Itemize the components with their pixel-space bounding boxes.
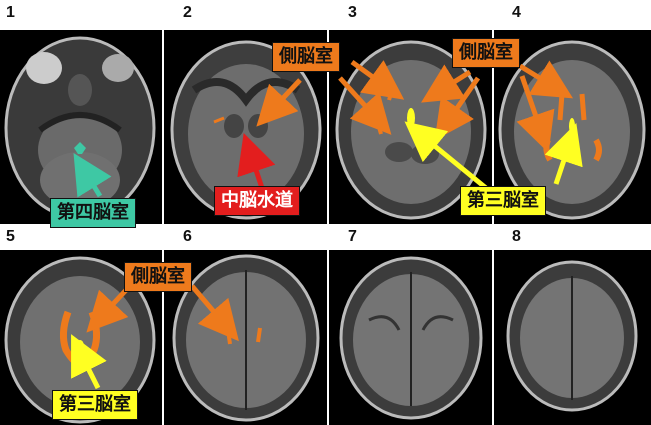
mri-slice-1 bbox=[0, 30, 162, 224]
panel-number-2: 2 bbox=[183, 4, 192, 21]
panel-number-1: 1 bbox=[6, 4, 15, 21]
fourth-ventricle-label: 第四脳室 bbox=[50, 198, 136, 228]
panel-number-5: 5 bbox=[6, 228, 15, 245]
cerebral-aqueduct-region bbox=[243, 139, 249, 145]
panel-number-3: 3 bbox=[348, 4, 357, 21]
panel-number-4: 4 bbox=[512, 4, 521, 21]
third-ventricle-label-a: 第三脳室 bbox=[460, 186, 546, 216]
mri-slice-8 bbox=[494, 250, 651, 425]
lateral-ventricle-label-b: 側脳室 bbox=[452, 38, 520, 68]
panel-number-6: 6 bbox=[183, 228, 192, 245]
lateral-ventricle-label-c: 側脳室 bbox=[124, 262, 192, 292]
cerebral-aqueduct-label: 中脳水道 bbox=[214, 186, 300, 216]
fourth-ventricle-region bbox=[74, 142, 86, 154]
panel-number-7: 7 bbox=[348, 228, 357, 245]
third-ventricle-label-b: 第三脳室 bbox=[52, 390, 138, 420]
lateral-ventricle-label-a: 側脳室 bbox=[272, 42, 340, 72]
mri-slice-7 bbox=[329, 250, 492, 425]
panel-number-8: 8 bbox=[512, 228, 521, 245]
